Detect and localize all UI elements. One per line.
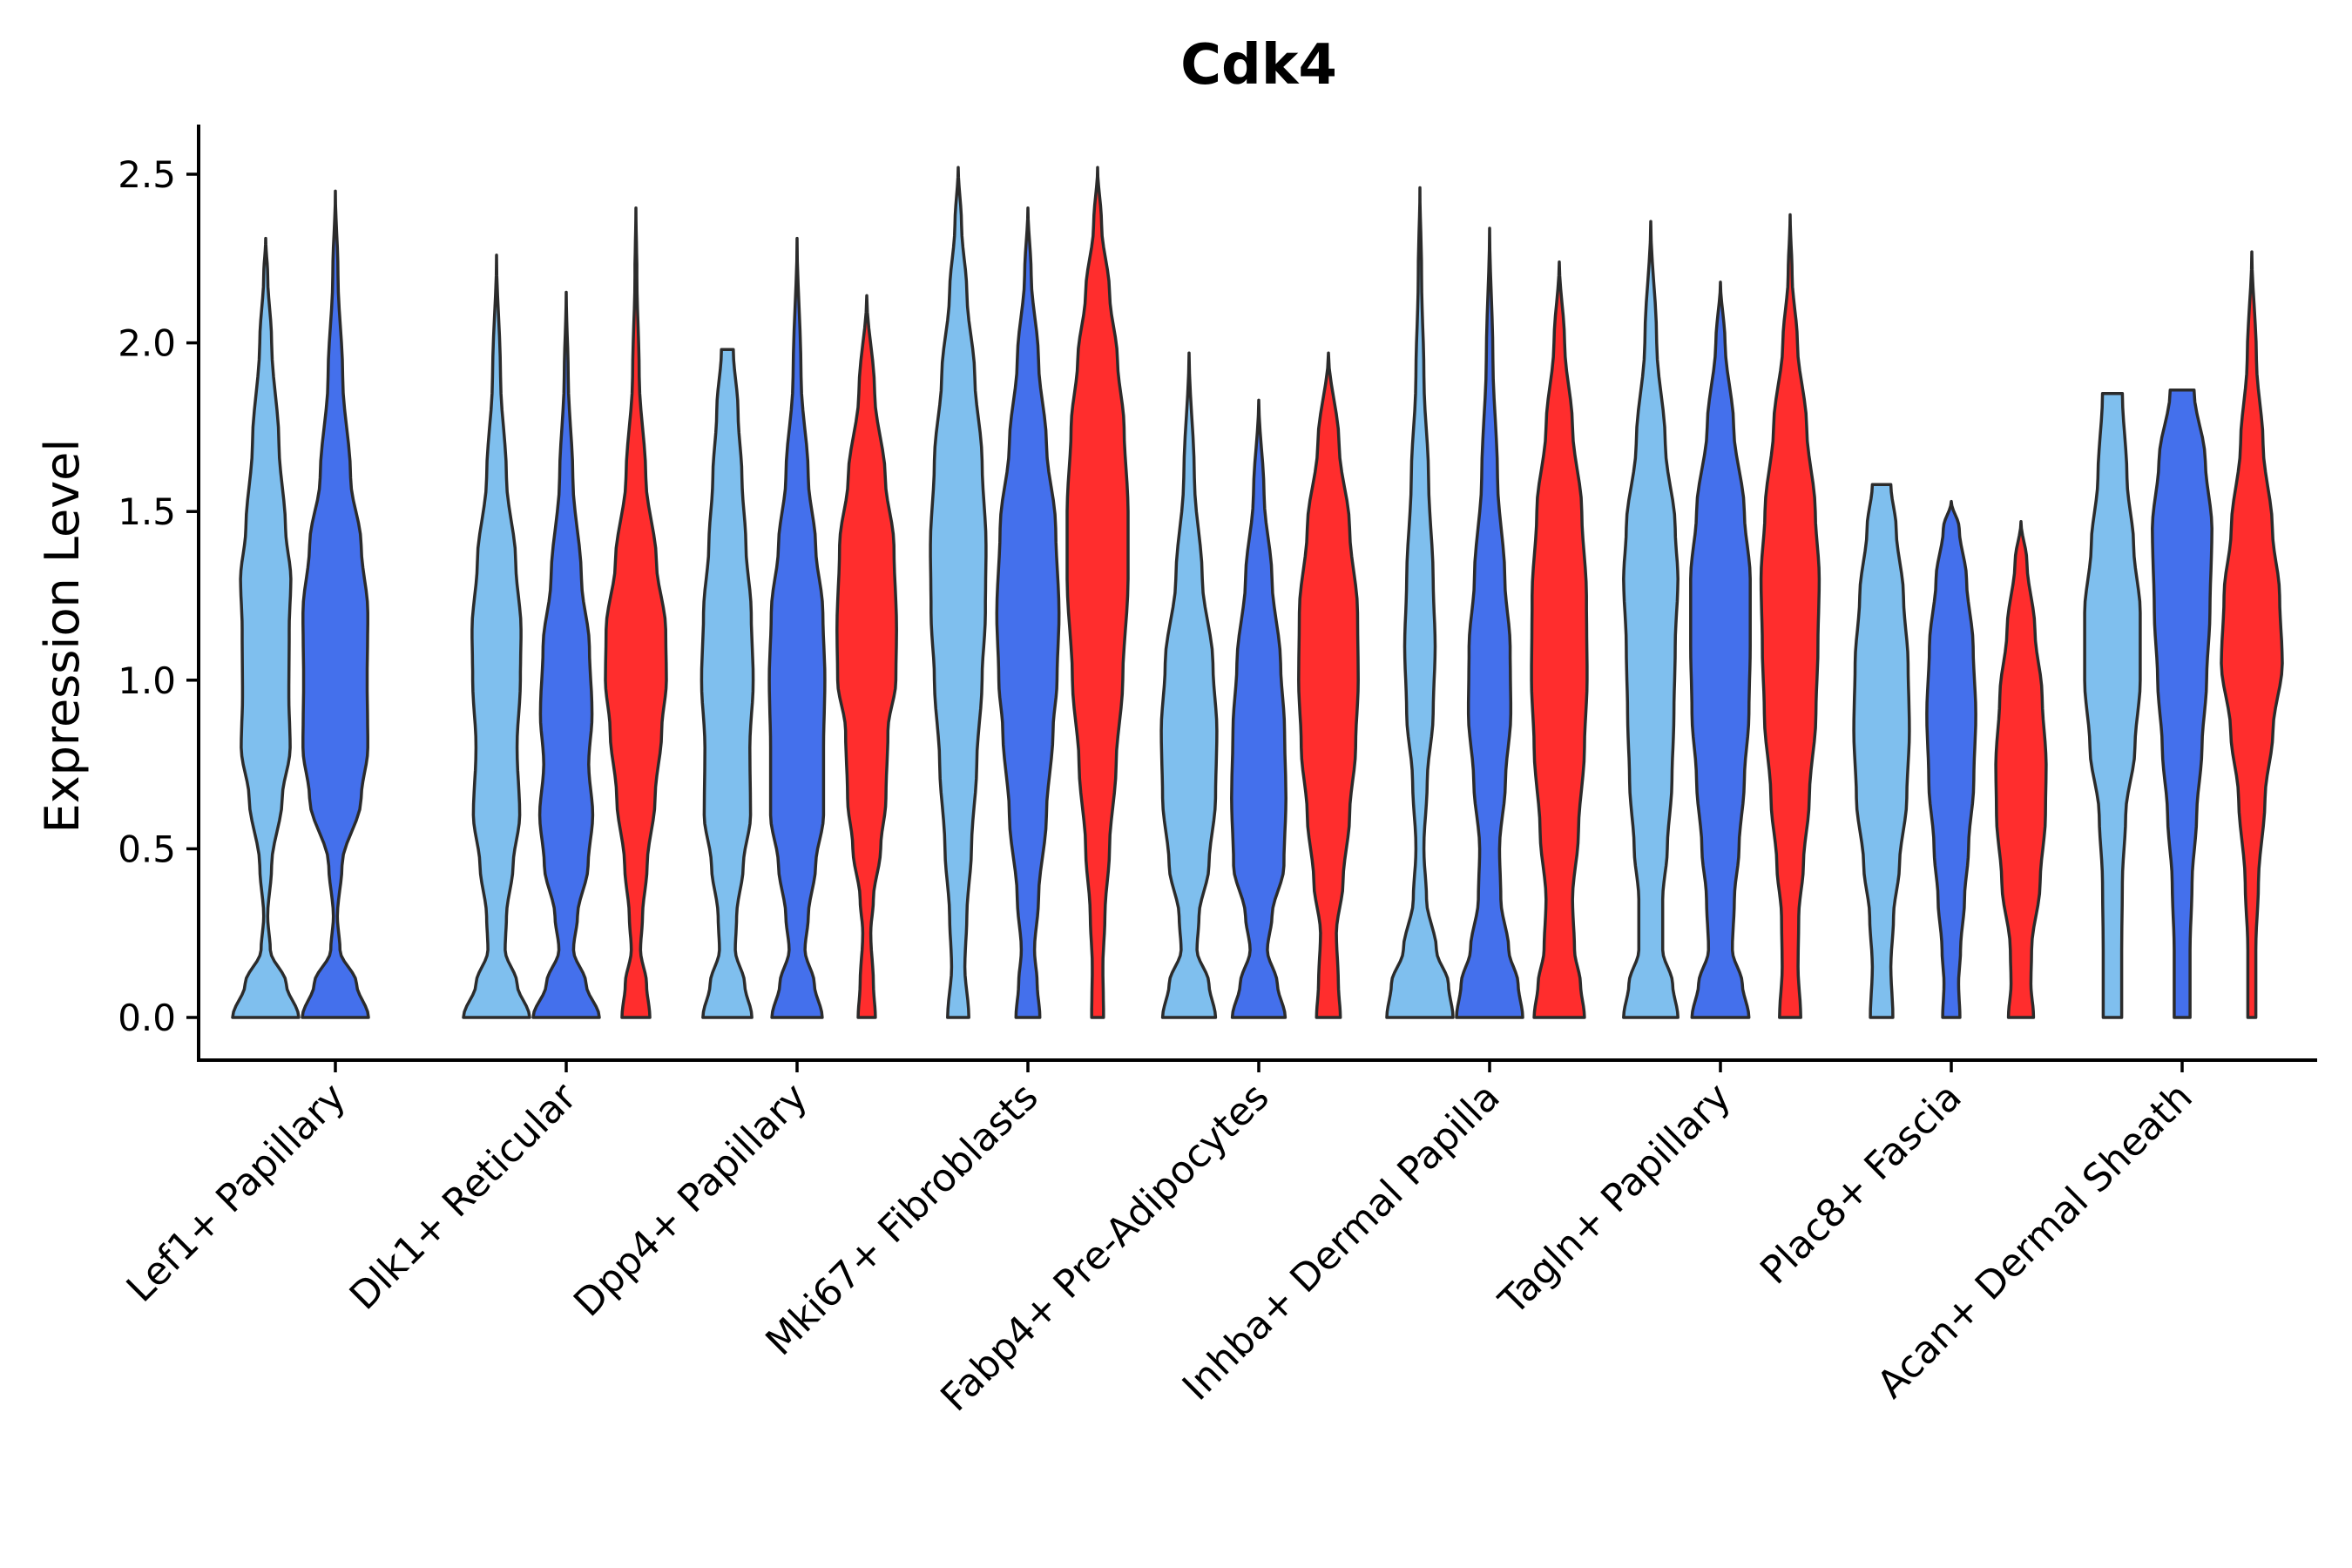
violin-blue-2 — [767, 236, 827, 1019]
y-tick-label: 2.5 — [118, 153, 176, 196]
violin-light-6 — [1622, 220, 1680, 1019]
violin-blue-0 — [301, 189, 370, 1019]
violin-red-7 — [1994, 520, 2048, 1019]
violin-red-3 — [1065, 166, 1130, 1019]
chart-title: Cdk4 — [1180, 33, 1337, 98]
violin-red-8 — [2220, 250, 2284, 1019]
violin-light-5 — [1385, 186, 1455, 1019]
y-tick-label: 0.5 — [118, 828, 176, 870]
x-tick-label: Dlk1+ Reticular — [341, 1074, 586, 1319]
violin-blue-1 — [531, 290, 601, 1019]
violin-red-1 — [604, 206, 668, 1019]
violin-red-6 — [1759, 213, 1821, 1019]
y-axis-label: Expression Level — [35, 439, 90, 834]
violin-light-7 — [1852, 483, 1911, 1019]
violin-light-8 — [2083, 391, 2142, 1019]
x-tick-label: Dpp4+ Papillary — [565, 1075, 816, 1326]
x-tick-label: Tagln+ Papillary — [1490, 1075, 1740, 1324]
y-tick-label: 2.0 — [118, 322, 176, 365]
violin-red-5 — [1530, 260, 1589, 1019]
violin-red-4 — [1297, 351, 1360, 1019]
violin-blue-7 — [1925, 499, 1977, 1019]
violin-light-0 — [231, 236, 301, 1019]
violin-light-3 — [929, 166, 988, 1019]
violin-light-1 — [462, 253, 531, 1019]
x-tick-label: Plac8+ Fascia — [1752, 1075, 1970, 1294]
violin-blue-5 — [1455, 226, 1524, 1019]
violin-blue-3 — [995, 206, 1061, 1019]
x-tick-label: Lef1+ Papillary — [118, 1075, 355, 1311]
y-tick-label: 1.0 — [118, 659, 176, 702]
violin-blue-6 — [1689, 280, 1752, 1019]
y-tick-label: 0.0 — [118, 997, 176, 1039]
violin-red-2 — [835, 294, 898, 1019]
y-tick-label: 1.5 — [118, 490, 176, 533]
violin-light-4 — [1159, 351, 1219, 1019]
violin-layer — [231, 166, 2284, 1019]
violin-blue-8 — [2151, 389, 2213, 1019]
violin-light-2 — [700, 348, 755, 1019]
y-axis-ticks: 0.0 0.5 1.0 1.5 2.0 2.5 — [118, 153, 199, 1039]
violin-blue-4 — [1230, 398, 1288, 1019]
